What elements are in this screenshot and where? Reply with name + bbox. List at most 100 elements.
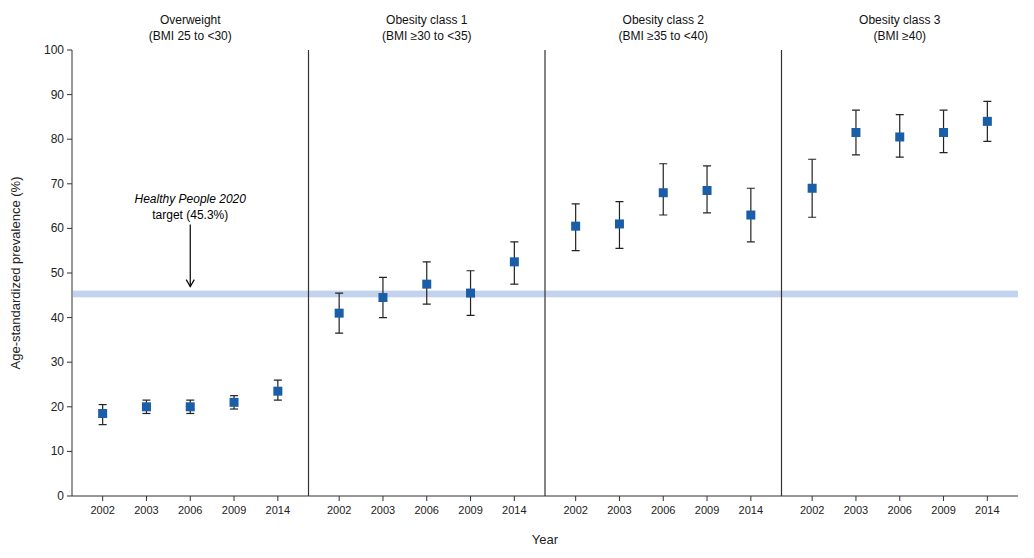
error-bar-cap [467, 315, 475, 316]
x-tick [514, 496, 515, 501]
error-bar [808, 159, 816, 217]
error-bar-cap [659, 214, 667, 215]
y-tick-label: 50 [51, 266, 65, 280]
panel-title: Obesity class 2 [623, 13, 705, 27]
x-tick [899, 496, 900, 501]
x-tick-label: 2009 [222, 504, 246, 516]
x-tick [234, 496, 235, 501]
y-tick-label: 70 [51, 177, 65, 191]
error-bar-cap [510, 284, 518, 285]
y-tick [67, 183, 72, 184]
error-bar [423, 262, 431, 304]
error-bar-cap [896, 114, 904, 115]
annotation-text: Healthy People 2020 [135, 192, 247, 206]
error-bar-cap [896, 156, 904, 157]
error-bar-cap [808, 159, 816, 160]
x-tick-label: 2003 [371, 504, 395, 516]
error-bar [659, 164, 667, 215]
point [378, 293, 387, 302]
x-tick-label: 2006 [651, 504, 675, 516]
x-tick-label: 2002 [563, 504, 587, 516]
error-bar [467, 271, 475, 316]
error-bar-cap [99, 424, 107, 425]
x-tick-label: 2014 [739, 504, 763, 516]
y-tick-label: 40 [51, 311, 65, 325]
error-bar-cap [379, 277, 387, 278]
error-bar-cap [703, 165, 711, 166]
error-bar [186, 400, 194, 413]
x-tick [146, 496, 147, 501]
x-tick [190, 496, 191, 501]
error-bar-cap [808, 217, 816, 218]
panel-title: Overweight [160, 13, 221, 27]
plot-area [782, 101, 1019, 297]
x-tick [426, 496, 427, 501]
panel: 20022003200620092014Overweight(BMI 25 to… [72, 13, 309, 516]
x-axis-label: Year [532, 532, 559, 547]
point [571, 222, 580, 231]
y-tick-label: 30 [51, 355, 65, 369]
point [939, 128, 948, 137]
point [186, 402, 195, 411]
x-tick-label: 2014 [266, 504, 290, 516]
error-bar-cap [615, 201, 623, 202]
error-bar [852, 110, 860, 155]
error-bar-cap [274, 379, 282, 380]
x-tick-label: 2009 [695, 504, 719, 516]
panel-title: Obesity class 3 [859, 13, 941, 27]
point [808, 184, 817, 193]
error-bar-cap [572, 203, 580, 204]
error-bar-cap [747, 188, 755, 189]
error-bar [99, 405, 107, 425]
error-bar-cap [467, 270, 475, 271]
error-bar-cap [852, 110, 860, 111]
point [273, 387, 282, 396]
x-tick [102, 496, 103, 501]
x-tick-label: 2003 [607, 504, 631, 516]
y-axis-label: Age-standardized prevalence (%) [8, 177, 23, 370]
x-tick [987, 496, 988, 501]
point [895, 132, 904, 141]
plot-area [72, 291, 309, 425]
x-tick [382, 496, 383, 501]
error-bar-cap [747, 241, 755, 242]
x-tick-label: 2009 [931, 504, 955, 516]
x-tick [277, 496, 278, 501]
error-bar-cap [940, 110, 948, 111]
x-tick [470, 496, 471, 501]
y-tick [67, 50, 72, 51]
error-bar-cap [572, 250, 580, 251]
point [142, 402, 151, 411]
error-bar [703, 166, 711, 213]
target-band [72, 291, 309, 298]
point [230, 398, 239, 407]
error-bar-cap [379, 317, 387, 318]
error-bar-cap [186, 413, 194, 414]
y-tick-label: 60 [51, 221, 65, 235]
x-tick-label: 2006 [178, 504, 202, 516]
y-tick-label: 90 [51, 88, 65, 102]
panel-subtitle: (BMI ≥40) [873, 29, 926, 43]
panel: 20022003200620092014Obesity class 3(BMI … [782, 13, 1019, 516]
x-tick [750, 496, 751, 501]
error-bar-cap [335, 333, 343, 334]
error-bar-cap [510, 241, 518, 242]
error-bar-cap [186, 400, 194, 401]
error-bar [940, 110, 948, 152]
error-bar-cap [99, 404, 107, 405]
y-tick-label: 100 [44, 43, 64, 57]
point [659, 188, 668, 197]
x-tick-label: 2002 [800, 504, 824, 516]
error-bar-cap [142, 413, 150, 414]
x-tick [855, 496, 856, 501]
x-tick [663, 496, 664, 501]
panel-subtitle: (BMI ≥35 to <40) [618, 29, 708, 43]
panel-divider [781, 50, 782, 496]
point [851, 128, 860, 137]
error-bar [230, 396, 238, 409]
point [983, 117, 992, 126]
x-tick-label: 2003 [134, 504, 158, 516]
point [703, 186, 712, 195]
panel-divider [544, 50, 545, 496]
y-tick-label: 80 [51, 132, 65, 146]
